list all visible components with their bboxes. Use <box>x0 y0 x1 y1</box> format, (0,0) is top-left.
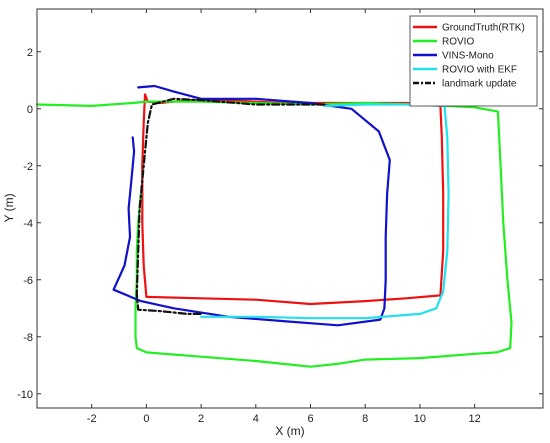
x-tick-label: 4 <box>253 413 259 425</box>
legend-label-rovio: ROVIO <box>442 37 474 48</box>
y-tick-label: 2 <box>27 47 33 59</box>
series-line-groundtruth-rtk <box>141 93 445 306</box>
x-tick-label: 6 <box>307 413 313 425</box>
y-tick-label: -2 <box>23 161 33 173</box>
series-line-landmark-update <box>135 97 326 315</box>
y-tick-label: -6 <box>23 275 33 287</box>
legend-label-rovio-with-ekf: ROVIO with EKF <box>442 65 517 76</box>
x-tick-label: -2 <box>87 413 97 425</box>
tick-layer: -2 0 2 4 6 8 10 12 2 0 -2 -4 -6 -8 -10 <box>17 9 543 425</box>
x-tick-label: 8 <box>362 413 368 425</box>
y-tick-label: 0 <box>27 104 33 116</box>
legend-label-groundtruth-rtk: GroundTruth(RTK) <box>442 23 525 34</box>
y-tick-label: -10 <box>17 389 33 401</box>
x-tick-label: 10 <box>414 413 426 425</box>
y-tick-label: -8 <box>23 332 33 344</box>
series-line-vins-mono <box>112 84 391 327</box>
x-tick-label: 2 <box>198 413 204 425</box>
y-axis-label: Y (m) <box>2 193 16 222</box>
x-axis-label: X (m) <box>275 424 304 438</box>
legend-label-landmark-update: landmark update <box>442 79 517 90</box>
legend: GroundTruth(RTK) ROVIO VINS-Mono ROVIO with… <box>409 15 538 107</box>
x-tick-label: 12 <box>468 413 480 425</box>
x-tick-label: 0 <box>143 413 149 425</box>
series-line-rovio <box>35 100 513 368</box>
legend-box <box>409 15 538 107</box>
legend-label-vins-mono: VINS-Mono <box>442 51 494 62</box>
plot-frame <box>36 8 544 409</box>
y-tick-label: -4 <box>23 218 33 230</box>
